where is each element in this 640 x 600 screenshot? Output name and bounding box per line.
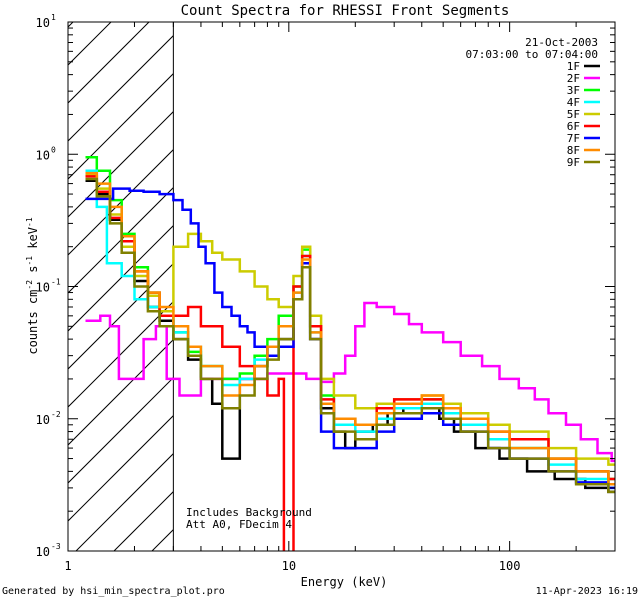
x-axis-label: Energy (keV) bbox=[301, 575, 388, 589]
chart-title: Count Spectra for RHESSI Front Segments bbox=[181, 3, 510, 19]
legend-label-7F: 7F bbox=[567, 132, 580, 145]
hatch-line bbox=[68, 262, 174, 370]
footer-timestamp: 11-Apr-2023 16:19 bbox=[536, 586, 638, 597]
series-line-9F bbox=[85, 177, 615, 494]
header-date: 21-Oct-2003 bbox=[525, 36, 598, 49]
hatch-line bbox=[68, 300, 174, 408]
y-tick-label: 10 bbox=[36, 16, 50, 30]
y-label-exp: -2 bbox=[25, 280, 34, 290]
legend-label-5F: 5F bbox=[567, 108, 580, 121]
hatch-line bbox=[608, 0, 640, 551]
series-lines bbox=[85, 155, 615, 551]
series-line-8F bbox=[85, 171, 615, 486]
y-tick-label-exp: -3 bbox=[51, 542, 61, 551]
y-tick-label: 10 bbox=[36, 545, 50, 559]
hatch-line bbox=[68, 22, 150, 104]
hatch-line bbox=[68, 186, 174, 294]
legend-label-2F: 2F bbox=[567, 72, 580, 85]
hatch-line bbox=[68, 72, 174, 180]
legend-label-6F: 6F bbox=[567, 120, 580, 133]
y-tick-label-exp: 1 bbox=[51, 13, 56, 22]
y-label-part: keV bbox=[26, 227, 40, 256]
hatch-line bbox=[342, 0, 640, 551]
annotation-attenuator: Att A0, FDecim 4 bbox=[186, 518, 292, 531]
annotation-background: Includes Background bbox=[186, 506, 312, 519]
y-label-part: counts cm bbox=[26, 290, 40, 355]
hatch-line bbox=[266, 0, 640, 551]
x-tick-label: 100 bbox=[499, 559, 521, 573]
y-tick-label: 10 bbox=[36, 413, 50, 427]
hatch-line bbox=[75, 452, 174, 551]
legend-label-8F: 8F bbox=[567, 144, 580, 157]
series-line-1F bbox=[85, 179, 615, 494]
hatch-line bbox=[0, 0, 28, 551]
x-tick-label: 1 bbox=[64, 559, 71, 573]
hatch-line bbox=[68, 414, 174, 522]
y-tick-label-exp: 0 bbox=[51, 145, 56, 154]
y-label-part: s bbox=[26, 266, 40, 280]
header-time-range: 07:03:00 to 07:04:00 bbox=[466, 48, 598, 61]
y-tick-label-exp: -1 bbox=[51, 278, 61, 287]
legend-label-4F: 4F bbox=[567, 96, 580, 109]
y-tick-label-exp: -2 bbox=[51, 410, 61, 419]
hatched-region bbox=[0, 0, 640, 551]
hatch-line bbox=[113, 490, 174, 551]
legend-label-9F: 9F bbox=[567, 156, 580, 169]
hatch-line bbox=[570, 0, 640, 551]
footer-generated-by: Generated by hsi_min_spectra_plot.pro bbox=[2, 586, 225, 597]
hatch-line bbox=[304, 0, 640, 551]
hatch-line bbox=[68, 376, 174, 484]
y-label-exp: -1 bbox=[25, 217, 34, 227]
y-axis-label: counts cm-2 s-1 keV-1 bbox=[25, 217, 40, 354]
y-label-exp: -1 bbox=[25, 256, 34, 266]
y-tick-label: 10 bbox=[36, 148, 50, 162]
hatch-line bbox=[418, 0, 640, 551]
x-tick-label: 10 bbox=[282, 559, 296, 573]
y-tick-label: 10 bbox=[36, 281, 50, 295]
hatch-line bbox=[68, 224, 174, 332]
legend-label-1F: 1F bbox=[567, 60, 580, 73]
hatch-line bbox=[68, 338, 174, 446]
series-line-2F bbox=[85, 301, 615, 463]
hatch-line bbox=[68, 148, 174, 256]
legend-label-3F: 3F bbox=[567, 84, 580, 97]
hatch-line bbox=[68, 34, 174, 142]
hatch-line bbox=[380, 0, 640, 551]
